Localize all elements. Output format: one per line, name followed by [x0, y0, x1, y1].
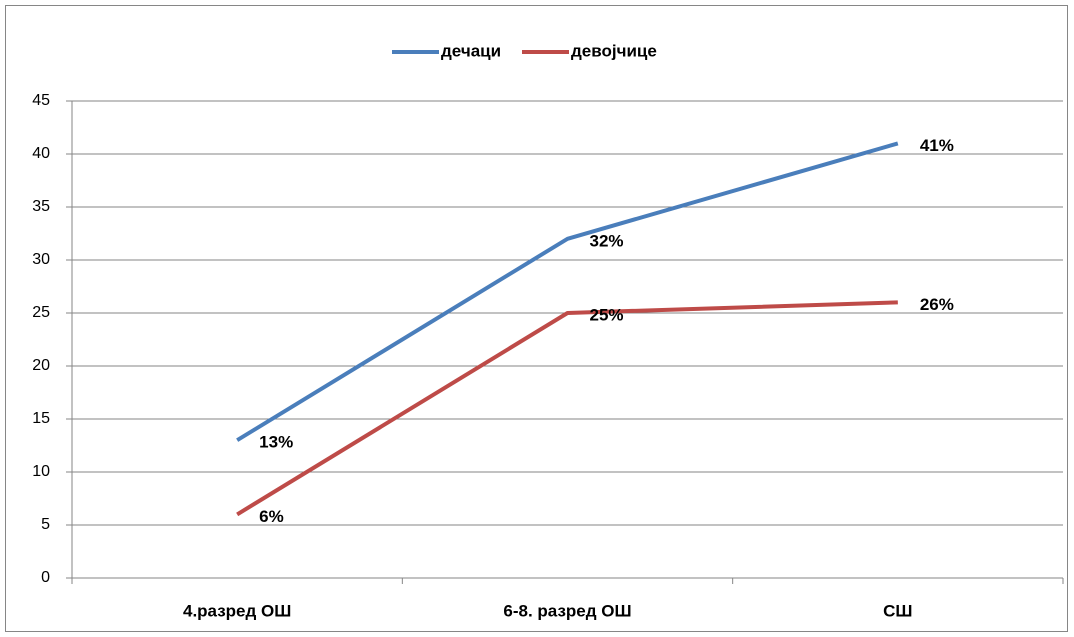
y-tick-label: 25	[32, 304, 50, 321]
series-line	[236, 141, 899, 442]
chart-border	[5, 5, 1068, 632]
legend-label: девојчице	[571, 41, 657, 60]
y-tick-label: 10	[32, 463, 50, 480]
y-tick-label: 20	[32, 357, 50, 374]
y-tick-label: 0	[41, 569, 50, 586]
y-tick-label: 35	[32, 198, 50, 215]
y-tick-label: 40	[32, 145, 50, 162]
y-tick-label: 30	[32, 251, 50, 268]
x-tick-label: 4.разред ОШ	[183, 601, 291, 620]
y-tick-label: 5	[41, 516, 50, 533]
data-label: 26%	[920, 295, 954, 314]
data-label: 13%	[259, 433, 293, 452]
data-label: 25%	[590, 305, 624, 324]
y-tick-label: 15	[32, 410, 50, 427]
data-label: 32%	[590, 231, 624, 250]
x-tick-label: 6-8. разред ОШ	[503, 601, 631, 620]
legend-label: дечаци	[441, 41, 501, 60]
y-tick-label: 45	[32, 92, 50, 109]
data-label: 41%	[920, 136, 954, 155]
x-tick-label: СШ	[883, 601, 912, 620]
series-line	[236, 300, 898, 517]
data-label: 6%	[259, 507, 284, 526]
